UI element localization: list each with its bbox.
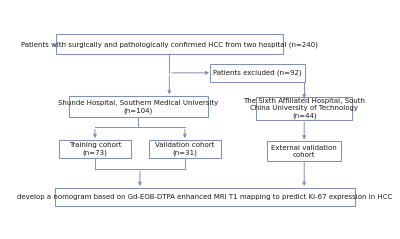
FancyBboxPatch shape — [210, 64, 305, 81]
FancyBboxPatch shape — [149, 140, 220, 158]
Text: Shunde Hospital, Southern Medical University
(n=104): Shunde Hospital, Southern Medical Univer… — [58, 100, 218, 114]
FancyBboxPatch shape — [256, 97, 352, 120]
Text: Patients excluded (n=92): Patients excluded (n=92) — [213, 70, 302, 76]
Text: Validation cohort
(n=31): Validation cohort (n=31) — [155, 142, 214, 156]
FancyBboxPatch shape — [55, 188, 355, 206]
Text: develop a nomogram based on Gd-EOB-DTPA enhanced MRI T1 mapping to predict Ki-67: develop a nomogram based on Gd-EOB-DTPA … — [17, 194, 393, 200]
Text: External validation
cohort: External validation cohort — [271, 145, 337, 158]
FancyBboxPatch shape — [69, 96, 208, 118]
Text: Training cohort
(n=73): Training cohort (n=73) — [69, 142, 121, 156]
FancyBboxPatch shape — [56, 34, 282, 54]
FancyBboxPatch shape — [59, 140, 131, 158]
FancyBboxPatch shape — [267, 141, 341, 161]
Text: Patients with surgically and pathologically confirmed HCC from two hospital (n=2: Patients with surgically and pathologica… — [21, 41, 318, 48]
Text: The Sixth Affiliated Hospital, South
China University of Technology
(n=44): The Sixth Affiliated Hospital, South Chi… — [243, 98, 365, 119]
